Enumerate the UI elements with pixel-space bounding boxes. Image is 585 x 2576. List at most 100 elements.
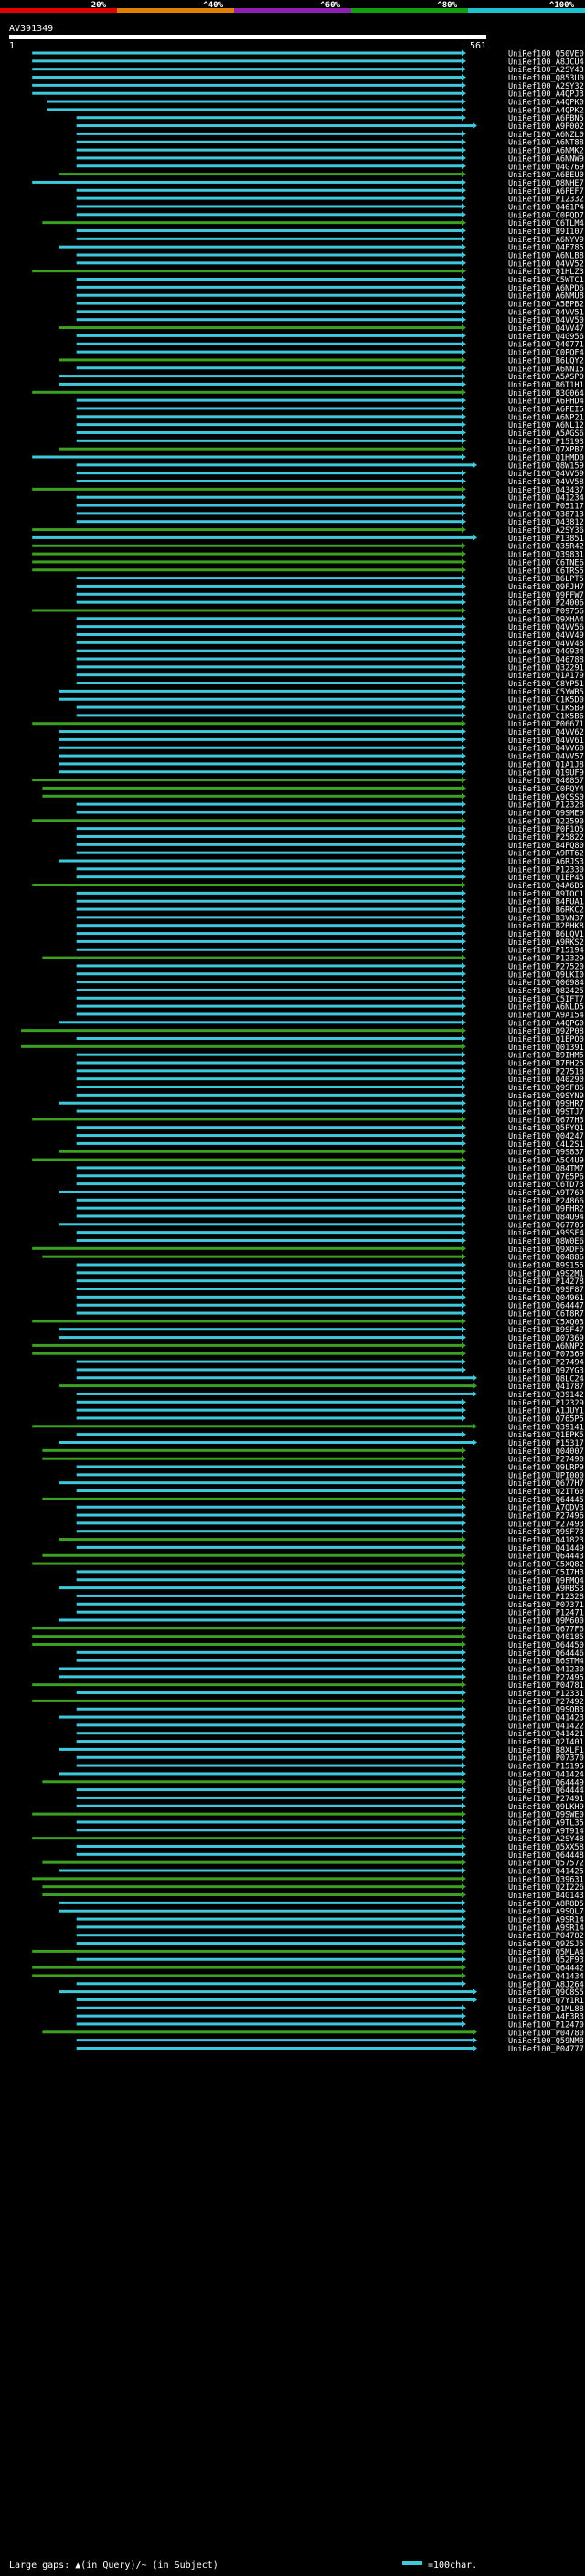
hit-label[interactable]: UniRef100_B6LQV1 <box>508 930 584 939</box>
hit-label[interactable]: UniRef100_Q04961 <box>508 1294 584 1303</box>
hit-label[interactable]: UniRef100_A9P002 <box>508 122 584 132</box>
hit-label[interactable]: UniRef100_C5WTC1 <box>508 276 584 285</box>
hit-label[interactable]: UniRef100_Q41423 <box>508 1714 584 1723</box>
hit-label[interactable]: UniRef100_B9TOC1 <box>508 890 584 899</box>
hit-label[interactable]: UniRef100_C6TD73 <box>508 1181 584 1190</box>
hit-label[interactable]: UniRef100_P07370 <box>508 1754 584 1764</box>
hit-label[interactable]: UniRef100_Q82425 <box>508 987 584 996</box>
hit-label[interactable]: UniRef100_B6LPT5 <box>508 575 584 584</box>
hit-label[interactable]: UniRef100_Q1A179 <box>508 672 584 681</box>
hit-label[interactable]: UniRef100_P25822 <box>508 833 584 843</box>
hit-label[interactable]: UniRef100_C4L2S1 <box>508 1140 584 1150</box>
hit-label[interactable]: UniRef100_A9TL35 <box>508 1818 584 1828</box>
hit-label[interactable]: UniRef100_Q9LKH9 <box>508 1803 584 1812</box>
hit-label[interactable]: UniRef100_Q59NM8 <box>508 2037 584 2046</box>
hit-label[interactable]: UniRef100_Q41787 <box>508 1383 584 1392</box>
hit-label[interactable]: UniRef100_C6TNE6 <box>508 558 584 567</box>
hit-label[interactable]: UniRef100_P06671 <box>508 720 584 729</box>
hit-label[interactable]: UniRef100_A6NL12 <box>508 421 584 430</box>
hit-label[interactable]: UniRef100_A9T769 <box>508 1189 584 1198</box>
hit-label[interactable]: UniRef100_P15194 <box>508 947 584 956</box>
hit-label[interactable]: UniRef100_Q9SWE0 <box>508 1811 584 1820</box>
hit-label[interactable]: UniRef100_P09756 <box>508 607 584 616</box>
hit-label[interactable]: UniRef100_Q38713 <box>508 510 584 519</box>
hit-label[interactable]: UniRef100_C1K5B6 <box>508 712 584 721</box>
hit-label[interactable]: UniRef100_Q41434 <box>508 1972 584 1981</box>
hit-label[interactable]: UniRef100_A9SR14 <box>508 1916 584 1925</box>
hit-label[interactable]: UniRef100_Q52F93 <box>508 1956 584 1966</box>
hit-label[interactable]: UniRef100_A6NMU8 <box>508 292 584 302</box>
hit-label[interactable]: UniRef100_P27491 <box>508 1795 584 1804</box>
hit-label[interactable]: UniRef100_C5I7H3 <box>508 1568 584 1577</box>
hit-label[interactable]: UniRef100_Q9ZSJ5 <box>508 1940 584 1949</box>
hit-label[interactable]: UniRef100_C6TLM4 <box>508 219 584 228</box>
hit-label[interactable]: UniRef100_Q04247 <box>508 1132 584 1141</box>
hit-label[interactable]: UniRef100_Q1EP45 <box>508 874 584 883</box>
hit-label[interactable]: UniRef100_A5AGS6 <box>508 429 584 439</box>
hit-label[interactable]: UniRef100_A4QPG0 <box>508 1019 584 1028</box>
hit-label[interactable]: UniRef100_A6PEI5 <box>508 405 584 414</box>
hit-label[interactable]: UniRef100_Q4G769 <box>508 163 584 172</box>
hit-label[interactable]: UniRef100_Q8NHE7 <box>508 179 584 188</box>
hit-label[interactable]: UniRef100_P12329 <box>508 1399 584 1408</box>
hit-label[interactable]: UniRef100_Q765P6 <box>508 1172 584 1182</box>
hit-label[interactable]: UniRef100_A4QPJ3 <box>508 90 584 100</box>
hit-label[interactable]: UniRef100_Q9FMQ4 <box>508 1576 584 1585</box>
hit-label[interactable]: UniRef100_C1K5B9 <box>508 705 584 714</box>
hit-label[interactable]: UniRef100_Q8LC24 <box>508 1374 584 1383</box>
hit-label[interactable]: UniRef100_A9SR14 <box>508 1924 584 1933</box>
hit-label[interactable]: UniRef100_A6NLB8 <box>508 252 584 261</box>
hit-label[interactable]: UniRef100_P27518 <box>508 1067 584 1076</box>
hit-label[interactable]: UniRef100_P12329 <box>508 955 584 964</box>
hit-label[interactable]: UniRef100_Q9ZP08 <box>508 1027 584 1036</box>
hit-label[interactable]: UniRef100_Q39631 <box>508 1875 584 1884</box>
hit-label[interactable]: UniRef100_P0F1Q5 <box>508 825 584 834</box>
hit-label[interactable]: UniRef100_C5XQ82 <box>508 1561 584 1570</box>
hit-label[interactable]: UniRef100_Q9S837 <box>508 1149 584 1158</box>
hit-label[interactable]: UniRef100_Q677F6 <box>508 1625 584 1634</box>
hit-label[interactable]: UniRef100_Q40771 <box>508 341 584 350</box>
hit-label[interactable]: UniRef100_Q4VV52 <box>508 260 584 269</box>
hit-label[interactable]: UniRef100_B9I107 <box>508 228 584 237</box>
hit-label[interactable]: UniRef100_Q43437 <box>508 486 584 495</box>
hit-label[interactable]: UniRef100_Q64443 <box>508 1553 584 1562</box>
hit-label[interactable]: UniRef100_Q4VV49 <box>508 631 584 641</box>
hit-label[interactable]: UniRef100_Q8W159 <box>508 461 584 471</box>
hit-label[interactable]: UniRef100_C0PQF4 <box>508 349 584 358</box>
hit-label[interactable]: UniRef100_B6LQY2 <box>508 356 584 366</box>
hit-label[interactable]: UniRef100_Q46788 <box>508 656 584 665</box>
hit-label[interactable]: UniRef100_Q04886 <box>508 1254 584 1263</box>
hit-label[interactable]: UniRef100_P27496 <box>508 1512 584 1521</box>
hit-label[interactable]: UniRef100_Q853U0 <box>508 74 584 83</box>
hit-label[interactable]: UniRef100_P12328 <box>508 1593 584 1602</box>
hit-label[interactable]: UniRef100_A9A154 <box>508 1011 584 1020</box>
hit-label[interactable]: UniRef100_Q1HLZ3 <box>508 268 584 277</box>
hit-label[interactable]: UniRef100_Q9LKI0 <box>508 970 584 980</box>
hit-label[interactable]: UniRef100_Q9SYN9 <box>508 1092 584 1101</box>
hit-label[interactable]: UniRef100_Q9XDF6 <box>508 1246 584 1255</box>
hit-label[interactable]: UniRef100_A5ASP0 <box>508 373 584 382</box>
hit-label[interactable]: UniRef100_Q9FFW7 <box>508 591 584 600</box>
hit-label[interactable]: UniRef100_A6NLD5 <box>508 1003 584 1012</box>
hit-label[interactable]: UniRef100_Q9LRP9 <box>508 1464 584 1473</box>
hit-label[interactable]: UniRef100_Q9XHA4 <box>508 615 584 624</box>
hit-label[interactable]: UniRef100_A6NNP2 <box>508 1342 584 1352</box>
hit-label[interactable]: UniRef100_Q40857 <box>508 777 584 786</box>
hit-label[interactable]: UniRef100_Q677H3 <box>508 1116 584 1125</box>
hit-label[interactable]: UniRef100_Q07369 <box>508 1334 584 1343</box>
hit-label[interactable]: UniRef100_C0PQY4 <box>508 785 584 794</box>
hit-label[interactable]: UniRef100_P15193 <box>508 438 584 447</box>
hit-label[interactable]: UniRef100_B9IHM5 <box>508 1052 584 1061</box>
hit-label[interactable]: UniRef100_Q4G956 <box>508 333 584 342</box>
hit-label[interactable]: UniRef100_A5C4U9 <box>508 1157 584 1166</box>
hit-label[interactable]: UniRef100_Q35R42 <box>508 543 584 552</box>
hit-label[interactable]: UniRef100_Q9FHR2 <box>508 1205 584 1214</box>
hit-label[interactable]: UniRef100_Q1A1J8 <box>508 760 584 769</box>
hit-label[interactable]: UniRef100_Q32291 <box>508 663 584 673</box>
hit-label[interactable]: UniRef100_Q4VV47 <box>508 324 584 334</box>
hit-label[interactable]: UniRef100_B6STM4 <box>508 1658 584 1667</box>
hit-label[interactable]: UniRef100_Q22590 <box>508 817 584 826</box>
hit-label[interactable]: UniRef100_Q9STJ7 <box>508 1108 584 1118</box>
hit-label[interactable]: UniRef100_Q8W0E6 <box>508 1237 584 1246</box>
hit-label[interactable]: UniRef100_C5IFT7 <box>508 995 584 1004</box>
